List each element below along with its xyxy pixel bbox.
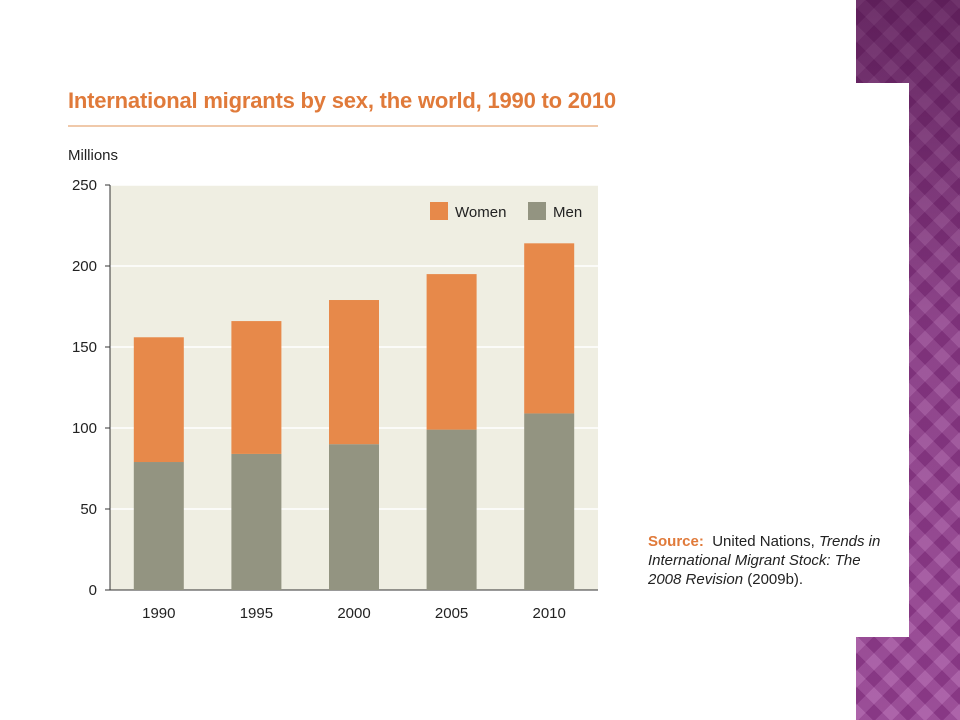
bar-women-2005 bbox=[426, 274, 477, 430]
bar-men-2000 bbox=[329, 444, 379, 590]
x-tick-label: 1990 bbox=[142, 605, 175, 622]
y-tick-label: 100 bbox=[72, 420, 97, 437]
bar-women-1995 bbox=[231, 321, 282, 454]
legend-label-men: Men bbox=[553, 204, 582, 221]
source-year: (2009b). bbox=[743, 571, 804, 588]
x-tick-label: 2005 bbox=[435, 605, 468, 622]
legend-label-women: Women bbox=[455, 204, 506, 221]
legend-swatch-men bbox=[528, 202, 546, 220]
y-tick-label: 150 bbox=[72, 339, 97, 356]
x-tick-label: 1995 bbox=[240, 605, 273, 622]
bar-men-1995 bbox=[231, 453, 282, 590]
bar-women-2010 bbox=[524, 243, 575, 414]
x-tick-label: 2010 bbox=[533, 605, 566, 622]
source-title: Trends in International Migrant Stock: T… bbox=[648, 533, 881, 588]
source-text: United Nations, bbox=[712, 533, 819, 550]
bar-women-1990 bbox=[133, 337, 184, 463]
bar-men-2010 bbox=[524, 413, 575, 590]
legend-swatch-women bbox=[430, 202, 448, 220]
source-note: Source: United Nations, Trends in Intern… bbox=[648, 532, 898, 589]
title-divider bbox=[68, 125, 598, 127]
bar-men-2005 bbox=[426, 429, 477, 590]
bar-men-1990 bbox=[133, 462, 184, 590]
y-tick-label: 250 bbox=[72, 177, 97, 194]
y-tick-label: 0 bbox=[89, 582, 97, 599]
chart-title: International migrants by sex, the world… bbox=[68, 88, 616, 113]
x-tick-label: 2000 bbox=[337, 605, 370, 622]
bar-women-2000 bbox=[329, 300, 379, 445]
y-tick-label: 50 bbox=[80, 501, 97, 518]
y-tick-label: 200 bbox=[72, 258, 97, 275]
source-label: Source: bbox=[648, 533, 704, 550]
y-axis-unit-label: Millions bbox=[68, 147, 118, 164]
